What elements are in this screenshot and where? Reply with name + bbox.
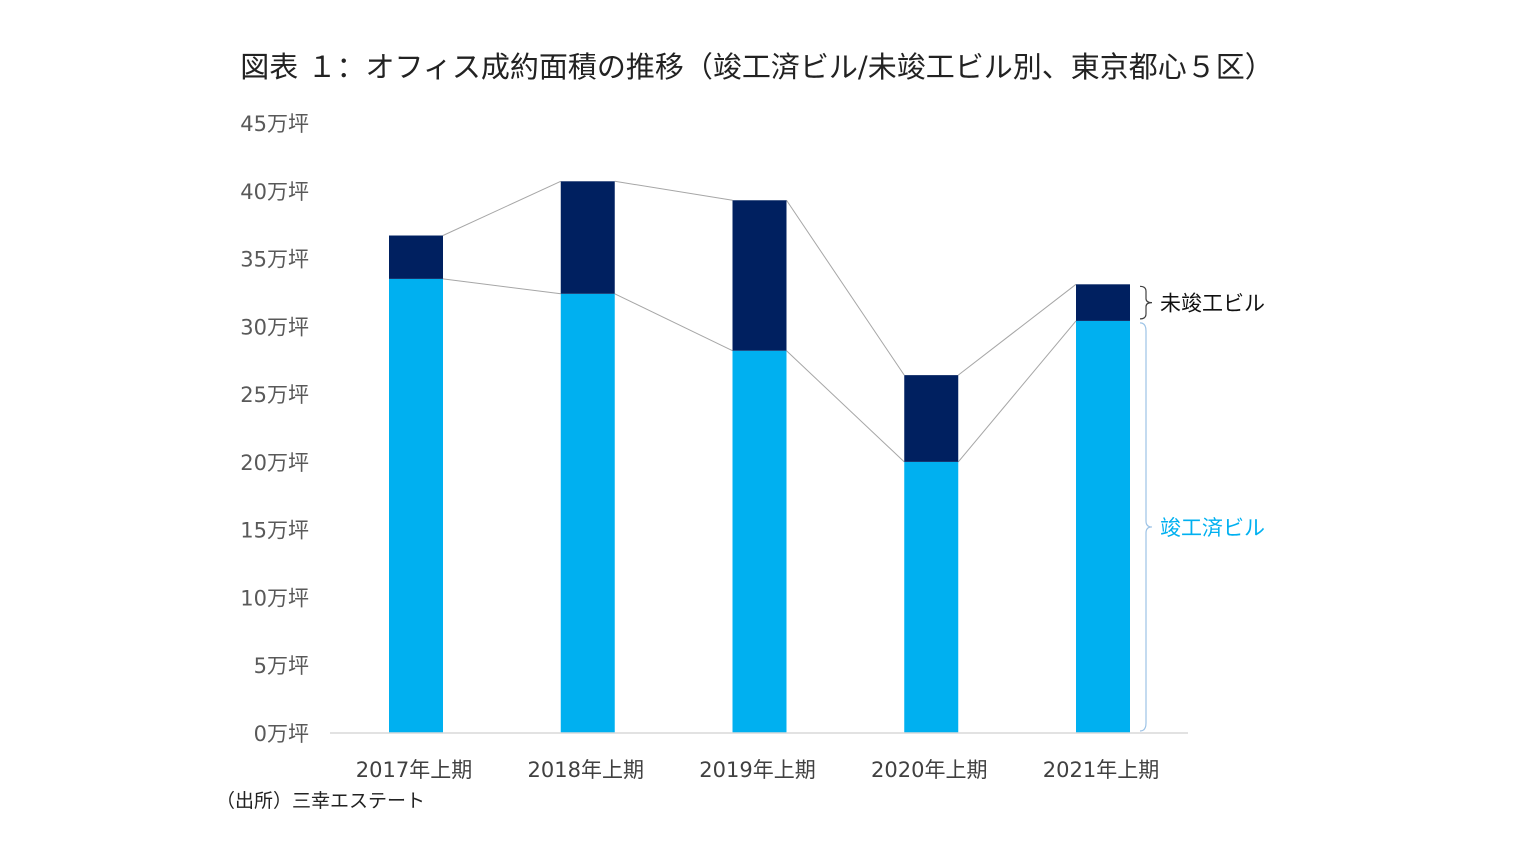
chart-title: 図表 １：オフィス成約面積の推移（竣工済ビル/未竣工ビル別、東京都心５区） (240, 50, 1274, 84)
connector-lines (442, 180, 1077, 463)
y-tick-label: 40万坪 (240, 180, 309, 204)
bar-completed (1076, 320, 1130, 733)
bars (389, 181, 1130, 733)
y-tick-label: 45万坪 (240, 112, 309, 136)
y-tick-label: 10万坪 (240, 586, 309, 610)
y-tick-label: 35万坪 (240, 248, 309, 272)
connector-line (786, 350, 905, 463)
x-tick-label: 2017年上期 (356, 758, 472, 782)
connector-line (442, 180, 561, 236)
x-tick-label: 2018年上期 (528, 758, 644, 782)
legend-brace-uncompleted (1139, 285, 1153, 320)
x-tick-label: 2020年上期 (871, 758, 987, 782)
bar-uncompleted (389, 235, 443, 279)
bar-completed (560, 293, 615, 733)
y-tick-label: 15万坪 (240, 519, 309, 543)
legend-label-uncompleted: 未竣工ビル (1160, 292, 1265, 316)
x-tick-label: 2021年上期 (1043, 758, 1159, 782)
connector-line (442, 278, 561, 295)
y-axis-labels: 0万坪 5万坪 10万坪 15万坪 20万坪 25万坪 30万坪 35万坪 40万坪 45万坪 (240, 112, 309, 746)
bar-completed (904, 461, 959, 733)
bar-uncompleted (732, 200, 787, 351)
bar-uncompleted (1076, 284, 1130, 321)
y-tick-label: 25万坪 (240, 383, 309, 407)
y-tick-label: 20万坪 (240, 451, 309, 475)
y-tick-label: 0万坪 (254, 722, 309, 746)
bar-uncompleted (904, 375, 959, 462)
bar-completed (389, 278, 443, 733)
bar-completed (732, 350, 787, 733)
connector-line (614, 180, 733, 201)
legend: 竣工済ビル 未竣工ビル (1139, 285, 1265, 732)
connector-line (786, 199, 905, 376)
connector-line (614, 293, 733, 352)
legend-brace-completed (1139, 322, 1153, 732)
connector-line (957, 320, 1077, 463)
y-tick-label: 5万坪 (254, 654, 309, 678)
x-axis-labels: 2017年上期 2018年上期 2019年上期 2020年上期 2021年上期 (356, 758, 1159, 782)
x-tick-label: 2019年上期 (699, 758, 815, 782)
bar-uncompleted (560, 181, 615, 294)
connector-line (957, 283, 1077, 376)
y-tick-label: 30万坪 (240, 315, 309, 339)
legend-label-completed: 竣工済ビル (1160, 516, 1265, 540)
source-note: （出所）三幸エステート (216, 790, 426, 812)
